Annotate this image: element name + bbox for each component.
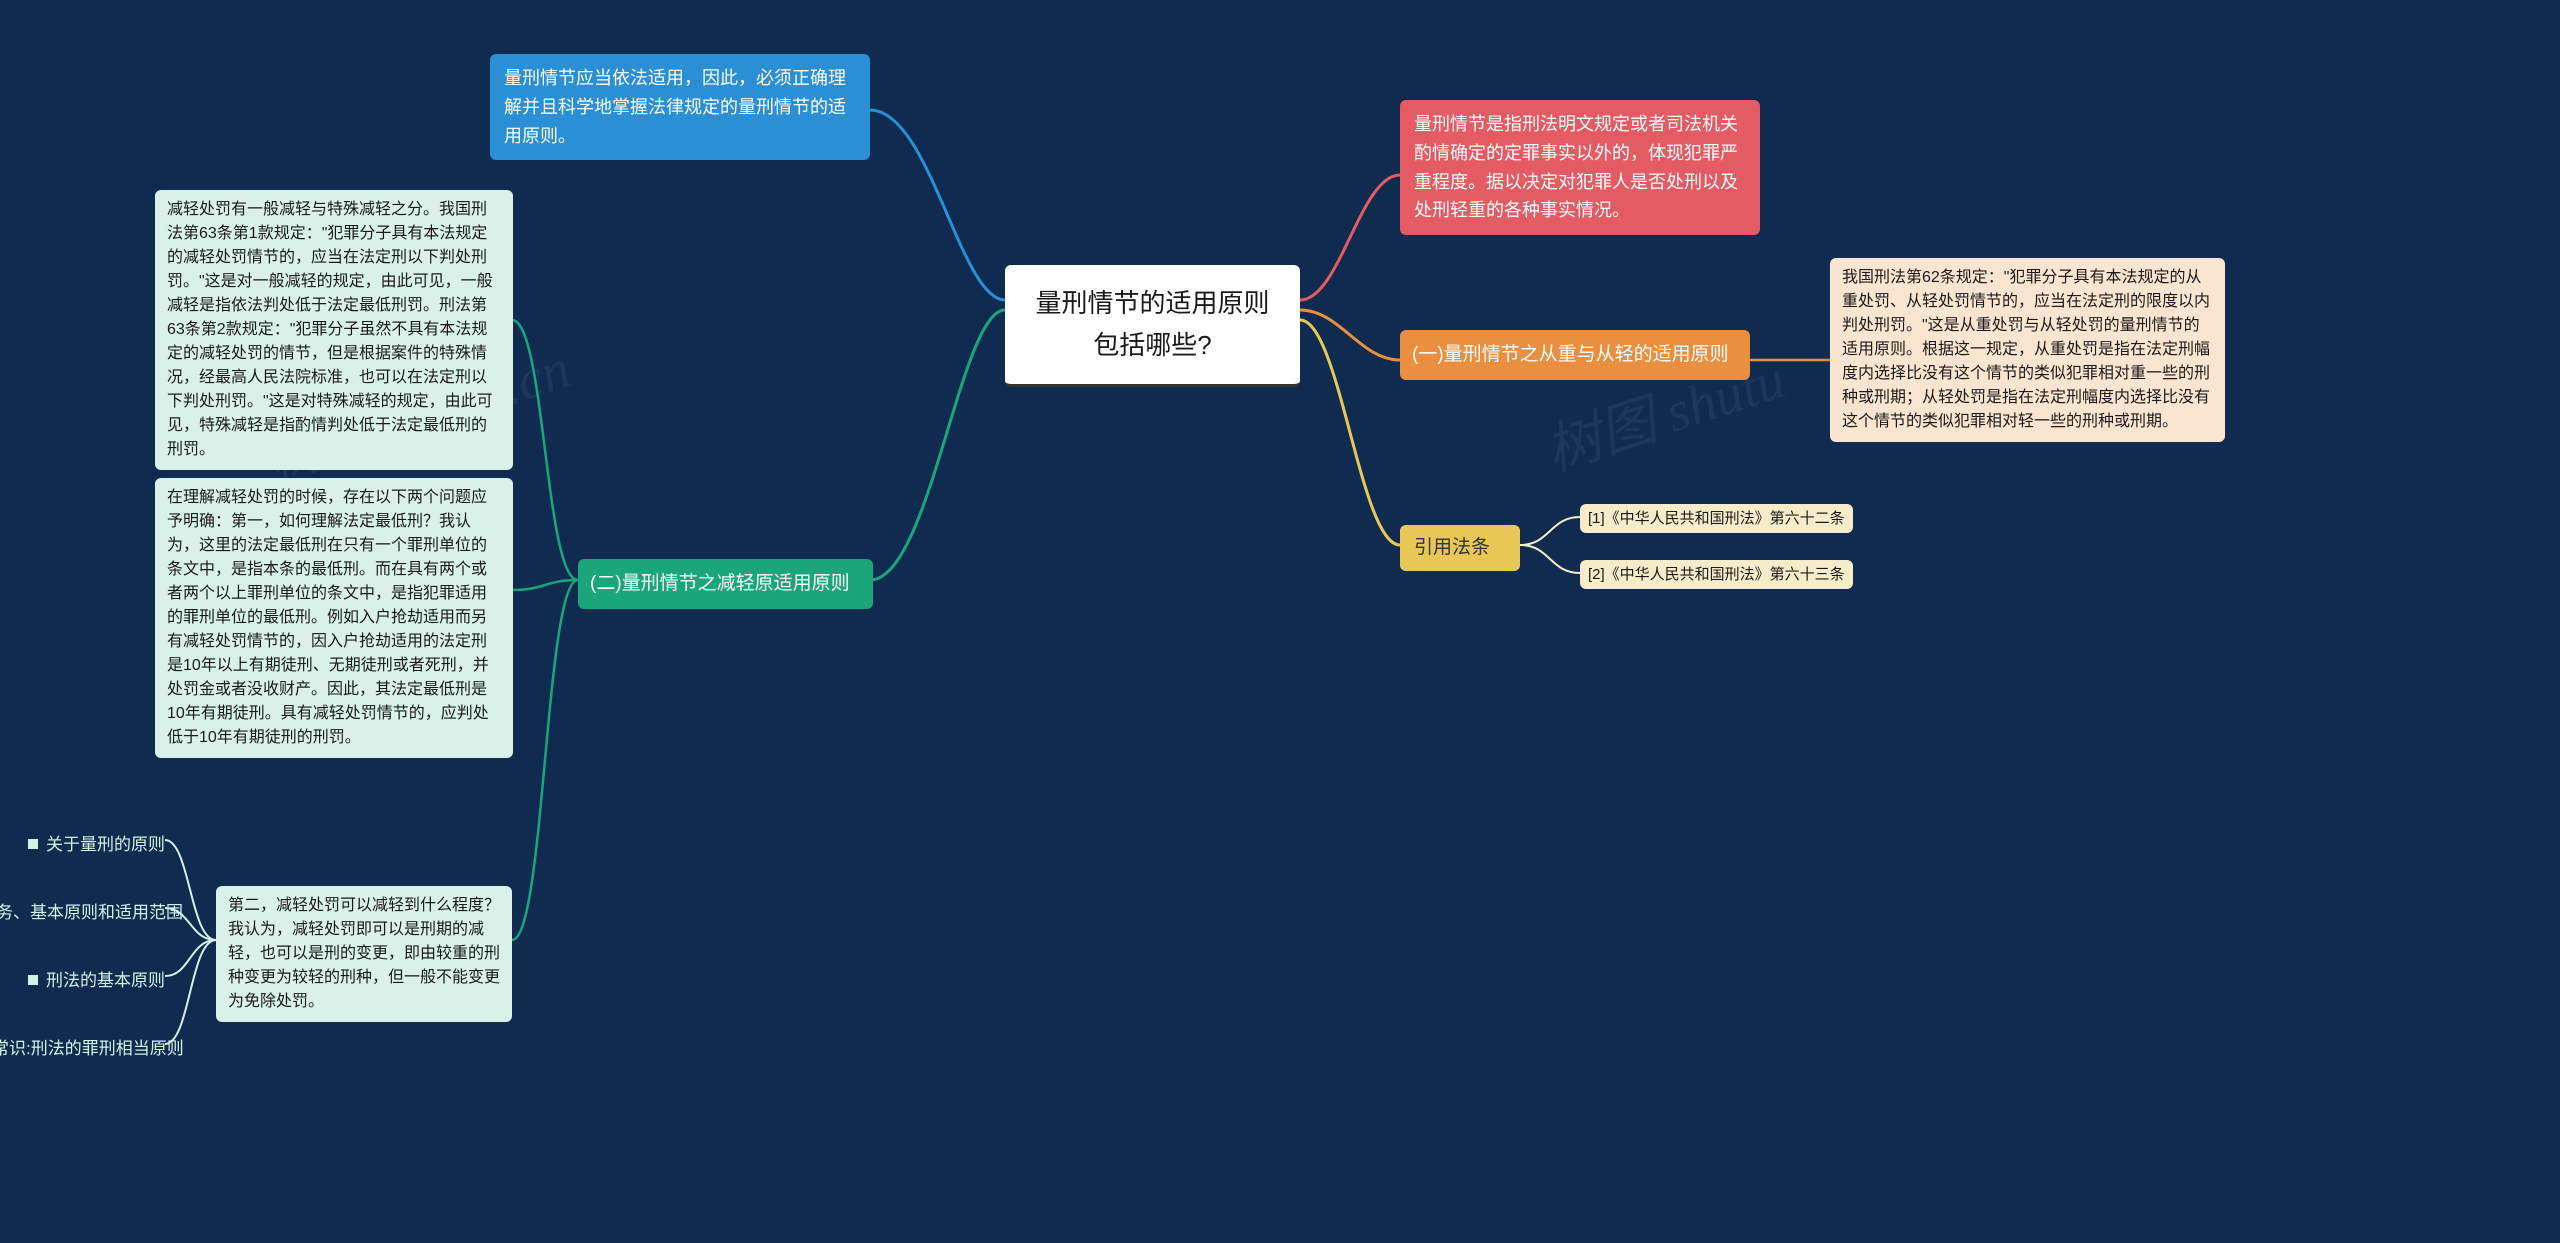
center-node: 量刑情节的适用原则包括哪些?	[1005, 265, 1300, 387]
green-node-1: 减轻处罚有一般减轻与特殊减轻之分。我国刑法第63条第1款规定："犯罪分子具有本法…	[155, 190, 513, 470]
yellow-leaf-1: [1]《中华人民共和国刑法》第六十二条	[1580, 504, 1853, 533]
leaf-4-text: 刑法常识:刑法的罪刑相当原则	[0, 1039, 184, 1058]
yellow-leaf-2-text: [2]《中华人民共和国刑法》第六十三条	[1588, 566, 1845, 583]
green-node-2: 在理解减轻处罚的时候，存在以下两个问题应予明确：第一，如何理解法定最低刑？我认为…	[155, 478, 513, 758]
bullet-icon	[28, 839, 38, 849]
green-node-3-text: 第二，减轻处罚可以减轻到什么程度？我认为，减轻处罚即可以是刑期的减轻，也可以是刑…	[228, 897, 500, 1010]
leaf-1: 关于量刑的原则	[28, 830, 165, 855]
orange-branch-label-text: (一)量刑情节之从重与从轻的适用原则	[1412, 344, 1729, 365]
green-node-2-text: 在理解减轻处罚的时候，存在以下两个问题应予明确：第一，如何理解法定最低刑？我认为…	[167, 489, 489, 746]
left-blue-text: 量刑情节应当依法适用，因此，必须正确理解并且科学地掌握法律规定的量刑情节的适用原…	[504, 68, 846, 146]
orange-branch-label: (一)量刑情节之从重与从轻的适用原则	[1400, 330, 1750, 380]
left-blue-node: 量刑情节应当依法适用，因此，必须正确理解并且科学地掌握法律规定的量刑情节的适用原…	[490, 54, 870, 160]
leaf-1-text: 关于量刑的原则	[46, 835, 165, 854]
orange-node-text: 我国刑法第62条规定："犯罪分子具有本法规定的从重处罚、从轻处罚情节的，应当在法…	[1842, 269, 2210, 430]
green-branch-label-text: (二)量刑情节之减轻原适用原则	[590, 573, 850, 594]
leaf-2: 刑法的任务、基本原则和适用范围	[0, 898, 170, 923]
green-node-3: 第二，减轻处罚可以减轻到什么程度？我认为，减轻处罚即可以是刑期的减轻，也可以是刑…	[216, 886, 512, 1022]
yellow-leaf-1-text: [1]《中华人民共和国刑法》第六十二条	[1588, 510, 1845, 527]
bullet-icon	[28, 975, 38, 985]
leaf-3: 刑法的基本原则	[28, 966, 165, 991]
right-red-node: 量刑情节是指刑法明文规定或者司法机关酌情确定的定罪事实以外的，体现犯罪严重程度。…	[1400, 100, 1760, 235]
right-red-text: 量刑情节是指刑法明文规定或者司法机关酌情确定的定罪事实以外的，体现犯罪严重程度。…	[1414, 114, 1738, 220]
leaf-3-text: 刑法的基本原则	[46, 971, 165, 990]
green-node-1-text: 减轻处罚有一般减轻与特殊减轻之分。我国刑法第63条第1款规定："犯罪分子具有本法…	[167, 201, 493, 458]
yellow-branch-label: 引用法条	[1400, 525, 1520, 571]
orange-node: 我国刑法第62条规定："犯罪分子具有本法规定的从重处罚、从轻处罚情节的，应当在法…	[1830, 258, 2225, 442]
leaf-2-text: 刑法的任务、基本原则和适用范围	[0, 903, 183, 922]
yellow-branch-label-text: 引用法条	[1414, 537, 1490, 558]
green-branch-label: (二)量刑情节之减轻原适用原则	[578, 559, 873, 609]
leaf-4: 刑法常识:刑法的罪刑相当原则	[0, 1034, 170, 1059]
center-title: 量刑情节的适用原则包括哪些?	[1035, 288, 1269, 360]
yellow-leaf-2: [2]《中华人民共和国刑法》第六十三条	[1580, 560, 1853, 589]
